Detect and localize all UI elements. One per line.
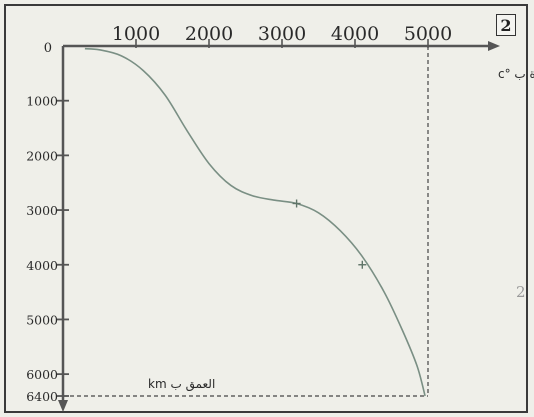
figure-frame [4,4,528,413]
x-tick-label: 5000 [404,23,452,45]
curve-marker [358,260,367,269]
y-axis-arrow [58,400,68,412]
x-axis-title: درجة الحرارة ب °c [498,67,534,82]
y-tick-label: 5000 [26,312,58,327]
y-tick-label: 1000 [26,94,58,109]
x-tick-label: 1000 [112,23,160,45]
x-tick-label: 2000 [185,23,233,45]
x-tick-label: 4000 [331,23,379,45]
x-axis-arrow [488,41,500,51]
y-tick-label: 4000 [26,258,58,273]
x-ticks: 1000 2000 3000 4000 5000 [112,23,452,48]
x-tick-label: 3000 [258,23,306,45]
y-tick-label: 6400 [26,389,58,404]
figure-number: 2 [496,14,516,36]
series-layer [84,47,426,397]
markers-layer [292,199,367,269]
curve-marker [292,199,301,208]
y-tick-label: 6000 [26,367,58,382]
y-axis-title: العمق ب km [148,377,215,392]
y-ticks: 0 1000 2000 3000 4000 5000 6000 6400 [26,41,69,404]
margin-mark: 2 [516,283,526,301]
reference-lines [63,46,429,397]
temperature-curve [84,47,426,397]
y-tick-label: 0 [44,41,52,56]
axes [58,41,500,412]
y-tick-label: 2000 [26,148,58,163]
y-tick-label: 3000 [26,203,58,218]
